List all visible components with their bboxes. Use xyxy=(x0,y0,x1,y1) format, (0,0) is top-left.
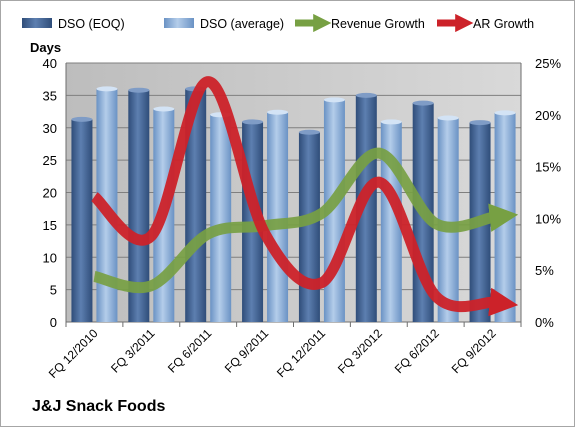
y-tick-label: 10 xyxy=(43,250,57,265)
y2-tick-label: 15% xyxy=(535,160,561,175)
legend-swatch xyxy=(22,18,52,28)
bar-top-cap xyxy=(71,117,92,122)
y-tick-label: 0 xyxy=(50,315,57,330)
legend-label: Revenue Growth xyxy=(331,17,425,31)
y2-tick-label: 25% xyxy=(535,56,561,71)
bar-top-cap xyxy=(96,86,117,91)
y-tick-label: 5 xyxy=(50,283,57,298)
bar-dso-average xyxy=(210,115,231,322)
y-axis-label: Days xyxy=(30,40,61,55)
bar-top-cap xyxy=(128,88,149,93)
y2-tick-label: 0% xyxy=(535,315,554,330)
legend-label: DSO (average) xyxy=(200,17,284,31)
x-tick-label: FQ 12/2011 xyxy=(274,326,328,380)
bar-dso-eoq xyxy=(71,119,92,322)
legend-item: Revenue Growth xyxy=(295,17,425,31)
x-tick-label: FQ 6/2012 xyxy=(392,326,442,376)
y-tick-label: 40 xyxy=(43,56,57,71)
bar-dso-eoq xyxy=(299,132,320,322)
y-tick-label: 15 xyxy=(43,218,57,233)
bar-dso-average xyxy=(495,113,516,322)
x-tick-label: FQ 12/2010 xyxy=(46,326,101,381)
bar-top-cap xyxy=(495,110,516,115)
bar-top-cap xyxy=(153,106,174,111)
legend-label: DSO (EOQ) xyxy=(58,17,125,31)
legend-item: DSO (EOQ) xyxy=(22,17,125,31)
legend-swatch xyxy=(164,18,194,28)
bar-top-cap xyxy=(324,97,345,102)
bar-top-cap xyxy=(381,119,402,124)
y-tick-label: 20 xyxy=(43,186,57,201)
x-tick-label: FQ 9/2011 xyxy=(222,326,272,376)
y-tick-label: 35 xyxy=(43,88,57,103)
bar-top-cap xyxy=(413,101,434,106)
bar-top-cap xyxy=(438,116,459,121)
y-tick-label: 30 xyxy=(43,121,57,136)
x-tick-label: FQ 3/2012 xyxy=(335,326,385,376)
x-tick-label: FQ 6/2011 xyxy=(165,326,215,376)
bar-top-cap xyxy=(470,120,491,125)
legend-item: DSO (average) xyxy=(164,17,284,31)
legend-label: AR Growth xyxy=(473,17,534,31)
y-tick-label: 25 xyxy=(43,153,57,168)
bar-top-cap xyxy=(242,119,263,124)
x-tick-label: FQ 9/2012 xyxy=(449,326,499,376)
y2-tick-label: 5% xyxy=(535,263,554,278)
y2-tick-label: 20% xyxy=(535,108,561,123)
company-title: J&J Snack Foods xyxy=(32,398,165,416)
bar-top-cap xyxy=(267,110,288,115)
bar-top-cap xyxy=(299,130,320,135)
x-tick-label: FQ 3/2011 xyxy=(108,326,158,376)
bar-dso-average xyxy=(267,112,288,322)
y2-tick-label: 10% xyxy=(535,211,561,226)
bar-top-cap xyxy=(356,93,377,98)
legend-item: AR Growth xyxy=(437,17,534,31)
